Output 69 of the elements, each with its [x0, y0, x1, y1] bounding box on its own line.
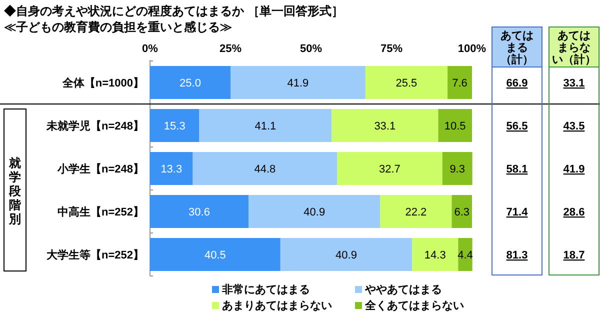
data-label: 15.3: [164, 120, 186, 132]
legend-label: 非常にあてはまる: [221, 283, 310, 296]
text: 41.9: [563, 164, 585, 176]
bar: [150, 238, 280, 271]
data-label: 32.7: [379, 164, 400, 176]
data-label: 22.2: [405, 206, 427, 218]
data-label: 4.4: [458, 250, 473, 262]
bar: [442, 152, 472, 185]
data-label: 13.3: [160, 164, 182, 176]
bar: [380, 195, 452, 228]
data-label: 41.9: [287, 78, 309, 90]
legend-label: 全くあてはまらない: [364, 299, 464, 312]
bar: [332, 109, 438, 142]
data-label: 44.8: [254, 164, 276, 176]
bar: [458, 238, 472, 271]
bar: [150, 66, 230, 99]
legend-label: あまりあてはまらない: [222, 300, 332, 312]
bar: [280, 238, 412, 271]
text: あてはまらない（計）: [552, 30, 596, 66]
data-label: 30.6: [188, 206, 210, 218]
data-label: 25.5: [396, 78, 418, 90]
text: 33.1: [563, 78, 585, 90]
text: 就学段階別: [8, 156, 22, 226]
bar: [452, 195, 472, 228]
data-label: 40.5: [204, 250, 226, 262]
bar: [448, 66, 472, 99]
bar: [365, 66, 448, 99]
x-tick-label: 25%: [219, 43, 242, 55]
x-tick-label: 0%: [142, 43, 158, 55]
bar: [150, 152, 193, 185]
data-label: 40.9: [304, 206, 326, 218]
chart-title: ◆自身の考えや状況にどの程度あてはまるか ［単一回答形式］: [4, 4, 344, 18]
data-label: 9.3: [450, 164, 465, 176]
text: あてはまる（計）: [500, 30, 534, 66]
bar: [150, 109, 200, 142]
text: 66.9: [506, 78, 528, 90]
bar: [199, 109, 332, 142]
bar: [230, 66, 366, 99]
bar: [192, 152, 338, 185]
bar: [438, 109, 472, 142]
x-tick-label: 50%: [300, 43, 322, 55]
data-label: 14.3: [424, 250, 446, 262]
text: 43.5: [563, 120, 585, 132]
x-tick-label: 75%: [380, 43, 403, 55]
chart-subtitle: ≪子どもの教育費の負担を重いと感じる≫: [4, 20, 232, 34]
data-label: 40.9: [336, 250, 357, 262]
text: 28.6: [563, 206, 585, 218]
bar: [412, 238, 458, 271]
bar: [337, 152, 442, 185]
x-tick-label: 100%: [458, 43, 486, 55]
data-label: 33.1: [374, 120, 396, 132]
text: 81.3: [506, 250, 528, 262]
data-label: 7.6: [452, 78, 468, 90]
y-tick-label: 未就学児【n=248】: [46, 120, 144, 132]
y-tick-label: 中高生【n=252】: [58, 206, 144, 218]
text: 56.5: [506, 120, 528, 132]
text: 58.1: [506, 164, 528, 176]
bar: [248, 195, 380, 228]
data-label: 41.1: [254, 120, 276, 132]
data-label: 25.0: [180, 78, 201, 90]
y-tick-label: 大学生等【n=252】: [46, 248, 144, 262]
text: 18.7: [563, 250, 585, 262]
y-tick-label: 全体【n=1000】: [61, 76, 144, 90]
legend-label: ややあてはまる: [364, 284, 442, 296]
data-label: 10.5: [444, 120, 466, 132]
bar: [150, 195, 249, 228]
data-label: 6.3: [454, 206, 470, 218]
y-tick-label: 小学生【n=248】: [56, 162, 144, 176]
text: 71.4: [506, 206, 529, 218]
